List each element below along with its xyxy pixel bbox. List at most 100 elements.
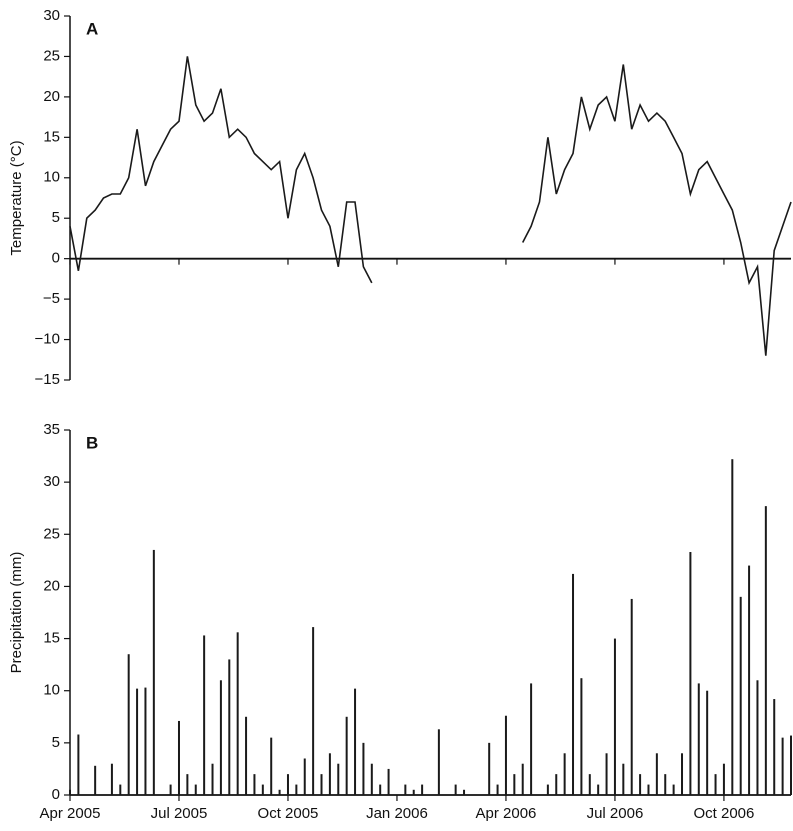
precip-bar	[521, 763, 524, 795]
precip-bar	[773, 699, 776, 795]
precip-bar	[370, 763, 373, 795]
y-tick-label: 5	[52, 209, 60, 226]
y-tick-label: 10	[43, 682, 60, 699]
precip-bar	[152, 549, 155, 795]
precip-bar	[144, 687, 147, 795]
x-tick-label: Apr 2006	[476, 805, 537, 822]
y-tick-label: 15	[43, 128, 60, 145]
precip-bar	[203, 635, 206, 795]
precip-bar	[177, 720, 180, 795]
precip-bar	[655, 753, 658, 795]
precip-bar	[488, 742, 491, 795]
panel-label: A	[86, 19, 98, 38]
y-tick-label: 15	[43, 630, 60, 647]
precip-bar	[69, 789, 71, 795]
precip-bar	[412, 789, 415, 795]
x-tick-label: Jul 2005	[151, 805, 208, 822]
precip-bar	[689, 552, 692, 795]
precip-bar	[119, 784, 122, 795]
precip-bar	[530, 683, 533, 795]
precip-bar	[639, 774, 642, 795]
precip-bar	[404, 784, 407, 795]
precip-bar	[748, 565, 751, 795]
precip-bar	[127, 654, 130, 795]
precip-bar	[546, 784, 549, 795]
x-tick-label: Apr 2005	[40, 805, 101, 822]
precip-bar	[278, 789, 281, 795]
precip-bar	[194, 784, 197, 795]
precip-bar	[94, 765, 97, 795]
x-tick-label: Jan 2006	[366, 805, 428, 822]
precip-bar	[387, 768, 390, 795]
precip-bar	[320, 774, 323, 795]
precip-bar	[630, 598, 633, 795]
y-tick-label: 25	[43, 525, 60, 542]
y-tick-label: 0	[52, 786, 60, 803]
y-axis-title: Temperature (°C)	[8, 140, 25, 255]
precip-bar	[613, 638, 616, 795]
precip-bar	[253, 774, 256, 795]
precip-bar	[303, 758, 306, 795]
precip-bar	[337, 763, 340, 795]
precip-bar	[504, 715, 507, 795]
precip-bar	[706, 690, 709, 795]
precip-bar	[312, 627, 315, 795]
precip-bar	[270, 737, 273, 795]
precip-bar	[379, 784, 382, 795]
precip-bar	[437, 729, 440, 795]
precip-bar	[647, 784, 650, 795]
precip-bar	[563, 753, 566, 795]
y-tick-label: −5	[43, 290, 60, 307]
y-tick-label: 5	[52, 734, 60, 751]
y-tick-label: 20	[43, 577, 60, 594]
precip-bar	[463, 789, 466, 795]
precip-bar	[731, 459, 734, 795]
precip-bar	[764, 506, 767, 795]
precip-bar	[261, 784, 264, 795]
precip-bar	[496, 784, 499, 795]
precip-bar	[211, 763, 214, 795]
precip-bar	[580, 678, 583, 795]
x-tick-label: Oct 2006	[693, 805, 754, 822]
x-tick-label: Jul 2006	[587, 805, 644, 822]
panel-label: B	[86, 433, 98, 452]
y-tick-label: 30	[43, 7, 60, 24]
precip-bar	[186, 774, 189, 795]
precip-bar	[664, 774, 667, 795]
precip-bar	[555, 774, 558, 795]
y-tick-label: 25	[43, 47, 60, 64]
precip-bar	[328, 753, 331, 795]
precip-bar	[622, 763, 625, 795]
precip-bar	[295, 784, 298, 795]
precip-bar	[454, 784, 457, 795]
precip-bar	[781, 737, 784, 795]
y-tick-label: 0	[52, 250, 60, 267]
precip-bar	[286, 774, 289, 795]
precip-bar	[77, 734, 80, 795]
y-tick-label: −10	[35, 331, 60, 348]
precip-bar	[588, 774, 591, 795]
temperature-line	[69, 56, 792, 356]
precip-bar	[228, 659, 231, 795]
y-tick-label: 20	[43, 88, 60, 105]
precip-bar	[354, 688, 357, 795]
precip-bar	[790, 735, 792, 795]
precip-bar	[513, 774, 516, 795]
y-tick-label: 30	[43, 473, 60, 490]
precip-bar	[136, 688, 139, 795]
precip-bar	[722, 763, 725, 795]
precip-bar	[421, 784, 424, 795]
y-axis-title: Precipitation (mm)	[8, 552, 25, 674]
precip-bar	[714, 774, 717, 795]
precip-bar	[672, 784, 675, 795]
y-tick-label: −15	[35, 371, 60, 388]
precip-bar	[697, 683, 700, 795]
precip-bar	[169, 784, 172, 795]
x-tick-label: Oct 2005	[258, 805, 319, 822]
precip-bar	[245, 716, 248, 795]
precip-bar	[572, 573, 575, 795]
precip-bar	[362, 742, 365, 795]
precip-bar	[219, 680, 222, 795]
precip-bar	[605, 753, 608, 795]
